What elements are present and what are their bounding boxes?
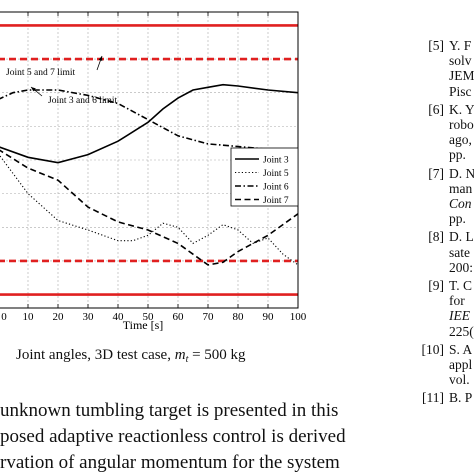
reference-line: D. L	[449, 229, 474, 245]
legend-label: Joint 5	[263, 169, 289, 179]
reference-line: 200:	[449, 259, 474, 275]
caption-math-sub: t	[185, 354, 189, 365]
series-line-joint-6	[0, 89, 299, 153]
reference-line: K. Y	[449, 101, 474, 117]
reference-line: vol.	[449, 372, 470, 388]
reference-line: ago,	[449, 132, 472, 148]
reference-number: [5]	[428, 38, 444, 53]
reference-line: pp.	[449, 211, 466, 227]
x-tick-label: 50	[143, 311, 155, 323]
x-tick-label: 90	[263, 311, 275, 323]
x-tick-label: 80	[233, 311, 245, 323]
x-tick-labels: 0 10 20 30 40 50 60 70 80 90 100	[1, 12, 307, 323]
reference-line: pp.	[449, 147, 466, 163]
x-tick-label: 60	[173, 311, 185, 323]
caption-text: Joint angles, 3D test case,	[16, 347, 175, 363]
annotation-arrowhead	[98, 56, 103, 61]
figure-caption: Joint angles, 3D test case, mt = 500 kg	[16, 347, 246, 365]
reference-line: for	[449, 293, 465, 309]
body-line: rvation of angular momentum for the syst…	[0, 452, 340, 473]
reference-number: [9]	[428, 278, 444, 294]
body-paragraph: unknown tumbling target is presented in …	[0, 398, 360, 476]
series-line-joint-3	[0, 83, 299, 164]
reference-line: appl	[449, 357, 473, 373]
reference-line: T. C	[449, 278, 472, 294]
body-line: posed adaptive reactionless control is d…	[0, 426, 346, 447]
reference-line: B. P	[449, 390, 473, 406]
x-tick-label: 10	[23, 311, 35, 323]
reference-line: sate	[449, 244, 470, 260]
x-tick-label: 0	[1, 311, 7, 323]
caption-math-rest: = 500 kg	[188, 347, 246, 363]
reference-entry: [11] B. P	[408, 390, 474, 405]
x-tick-label: 30	[83, 311, 95, 323]
reference-number: [7]	[428, 165, 444, 181]
limit-annotations: Joint 5 and 7 limit Joint 3 and 6 limit	[6, 55, 118, 106]
annotation-joint-5-7-limit: Joint 5 and 7 limit	[6, 68, 76, 78]
reference-line: man	[449, 180, 473, 196]
legend: Joint 3 Joint 5 Joint 6 Joint 7	[230, 147, 299, 207]
legend-label: Joint 7	[263, 196, 289, 206]
x-axis-label: Time [s]	[123, 318, 164, 332]
reference-number: [10]	[421, 341, 445, 357]
x-tick-label: 40	[113, 311, 125, 323]
annotation-arrowhead	[31, 87, 36, 92]
reference-line: Y. F	[449, 38, 472, 53]
legend-label: Joint 6	[263, 183, 289, 193]
reference-line: D. N	[449, 165, 474, 181]
reference-number: [11]	[422, 390, 444, 406]
reference-line: solv	[449, 53, 472, 69]
reference-number: [8]	[428, 229, 444, 245]
x-tick-label: 70	[203, 311, 215, 323]
caption-math-var: m	[174, 347, 186, 363]
reference-line: robo	[449, 117, 474, 133]
reference-text: B. P	[449, 390, 472, 405]
x-tick-label: 20	[53, 311, 65, 323]
series-lines	[0, 83, 299, 266]
reference-line: S. A	[449, 341, 473, 357]
limit-lines	[0, 24, 298, 296]
reference-line: Con	[449, 196, 472, 212]
reference-line: 225(	[449, 323, 474, 339]
reference-number: [6]	[428, 101, 444, 117]
legend-label: Joint 3	[263, 156, 289, 166]
joint-angle-chart: 0 10 20 30 40 50 60 70 80 90 100 Time [s] Joint 5 …	[0, 11, 307, 332]
reference-line: IEE	[449, 308, 470, 324]
reference-line: Pisc	[449, 83, 472, 99]
x-tick-label: 100	[290, 311, 307, 323]
annotation-joint-3-6-limit: Joint 3 and 6 limit	[48, 96, 118, 106]
body-line: unknown tumbling target is presented in …	[0, 400, 339, 421]
series-line-joint-7	[0, 149, 299, 266]
reference-line: JEM	[449, 68, 474, 84]
